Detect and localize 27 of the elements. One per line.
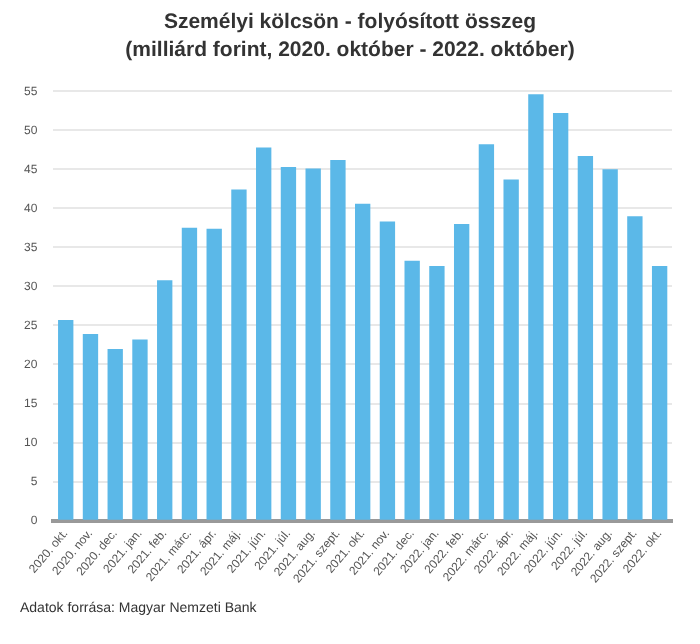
bar [181, 227, 198, 520]
bar [503, 179, 519, 520]
bar [107, 348, 123, 520]
bar [404, 260, 420, 520]
bar [256, 147, 272, 520]
chart-title: Személyi kölcsön - folyósított összeg [161, 8, 539, 36]
bar [355, 203, 371, 520]
bar [602, 169, 618, 520]
bar [478, 144, 495, 520]
bar [552, 113, 569, 520]
bar [379, 221, 396, 520]
bar [231, 189, 247, 520]
bar [627, 216, 643, 520]
bar [429, 266, 445, 520]
bar [58, 319, 74, 520]
bar [157, 280, 173, 520]
bar [206, 228, 222, 520]
bar [82, 334, 99, 520]
bar [330, 159, 346, 520]
bar [305, 168, 321, 520]
bar [453, 223, 470, 520]
chart-subtitle: (milliárd forint, 2020. október - 2022. október) [123, 36, 577, 64]
bar [577, 156, 594, 520]
bar [651, 266, 668, 520]
bar [280, 166, 297, 520]
bar [132, 339, 148, 520]
bar [528, 94, 544, 520]
